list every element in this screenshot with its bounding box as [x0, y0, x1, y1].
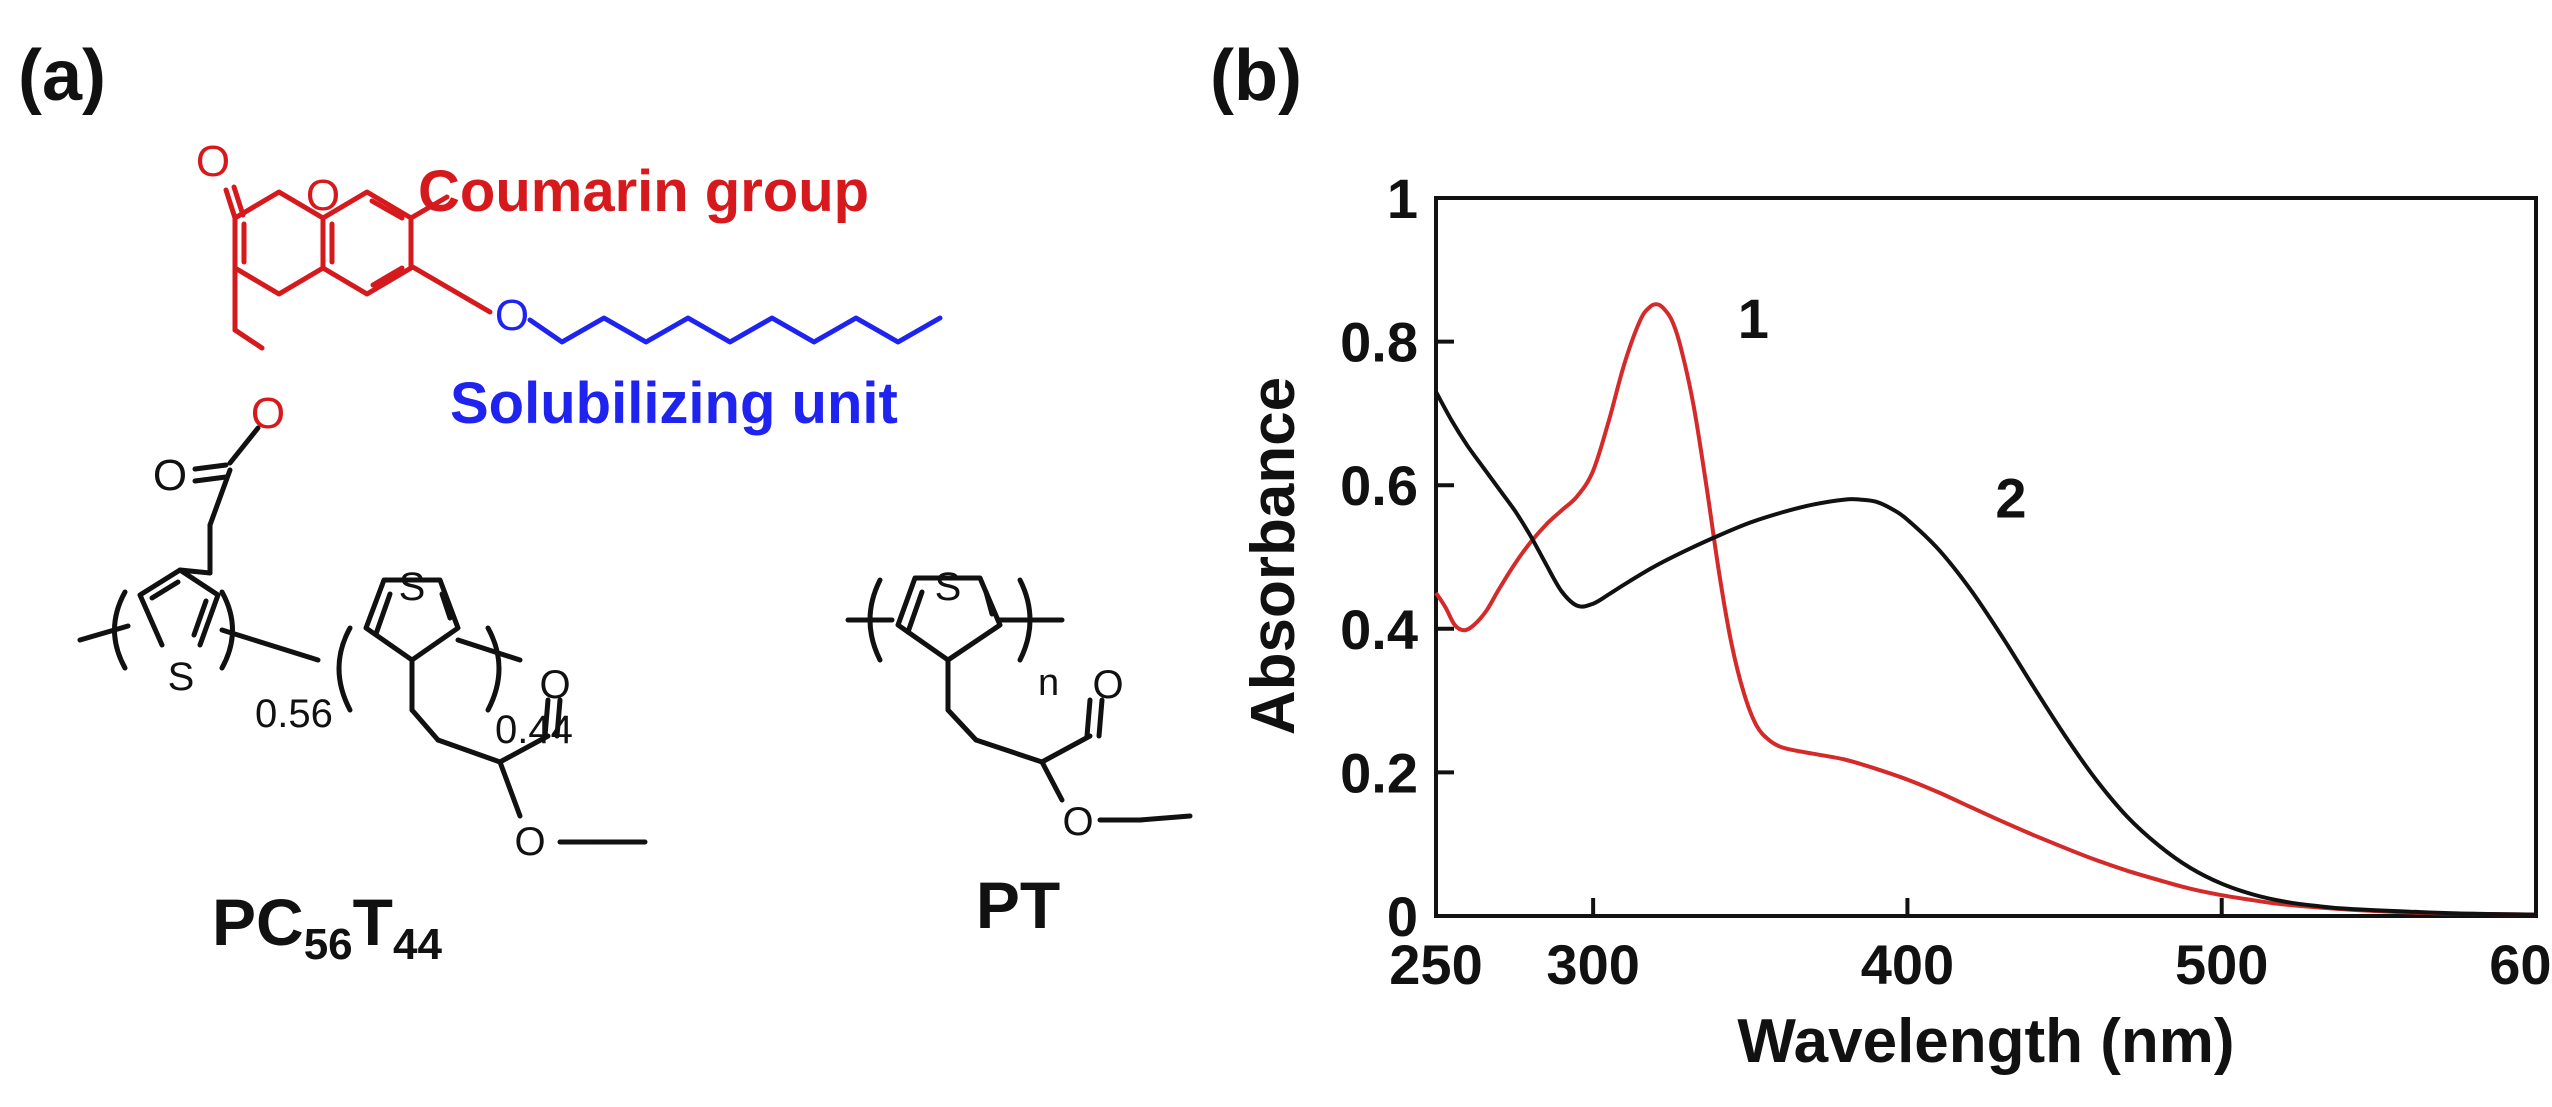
- x-tick-label: 250: [1389, 933, 1482, 996]
- pt-sulfur-atom: S: [935, 565, 962, 609]
- linker-carbonyl-oxygen: O: [153, 451, 187, 500]
- y-axis-ticks: 0 0.2 0.4 0.6 0.8 1: [1340, 167, 1454, 948]
- panel-b-label: (b): [1210, 36, 1302, 116]
- panel-a-label: (a): [18, 36, 106, 116]
- alkyl-chain: O: [408, 263, 943, 345]
- sulfur-atom-2: S: [399, 565, 426, 609]
- ester-linker: [192, 425, 261, 576]
- copolymer-name: PC56T44: [212, 885, 442, 969]
- copolymer-name-sub1: 56: [304, 920, 353, 969]
- y-tick-label: 0.8: [1340, 311, 1418, 374]
- copolymer-name-base1: PC: [212, 885, 304, 959]
- coumarin-group-label: Coumarin group: [418, 159, 869, 224]
- y-tick-label: 1: [1387, 167, 1418, 230]
- x-tick-label: 300: [1546, 933, 1639, 996]
- copolymer-name-base2: T: [353, 885, 393, 959]
- subscript-n: n: [1038, 662, 1059, 704]
- pt-structure: [845, 575, 1193, 823]
- y-tick-label: 0: [1387, 885, 1418, 948]
- x-tick-label: 600: [2489, 933, 2552, 996]
- coumarin-atoms: O O: [196, 137, 340, 220]
- copolymer-name-sub2: 44: [393, 920, 442, 969]
- homopolymer-name: PT: [976, 868, 1060, 942]
- y-tick-label: 0.6: [1340, 454, 1418, 517]
- ester-methoxy-oxygen-2: O: [514, 820, 545, 864]
- subscript-y: 0.44: [495, 708, 573, 752]
- curve-labels: 12: [1738, 287, 2027, 530]
- curve-label: 2: [1995, 467, 2026, 530]
- x-axis-label: Wavelength (nm): [1737, 1007, 2234, 1076]
- pt-carbonyl-oxygen: O: [1092, 663, 1123, 707]
- ester-carbonyl-oxygen-2: O: [539, 663, 570, 707]
- curve-label: 1: [1738, 287, 1769, 350]
- x-tick-label: 500: [2175, 933, 2268, 996]
- y-axis-label: Absorbance: [1239, 377, 1308, 735]
- ester-oxygen: O: [251, 389, 285, 438]
- y-tick-label: 0.4: [1340, 598, 1418, 661]
- y-tick-label: 0.2: [1340, 741, 1418, 804]
- pt-methoxy-oxygen: O: [1062, 800, 1093, 844]
- plot-frame: [1434, 196, 2538, 918]
- x-tick-label: 400: [1861, 933, 1954, 996]
- panel-b-chart: (b) 00.20.40.60.81 250300400500600 12 Ab…: [1210, 36, 2552, 1076]
- carbonyl-oxygen: O: [196, 137, 230, 186]
- thiophene-ring-2: [336, 577, 648, 845]
- subscript-x: 0.56: [255, 692, 333, 736]
- series-layer: [1434, 302, 2537, 917]
- ring-oxygen: O: [306, 171, 340, 220]
- ether-oxygen: O: [495, 291, 529, 340]
- thiophene-ring-1: [77, 567, 321, 671]
- coumarin-structure: [223, 184, 450, 351]
- x-axis-ticks: 250 300 400 500 600: [1389, 898, 2552, 996]
- series-line-2: [1434, 390, 2537, 917]
- panel-a-structures: (a) O O O Coumar: [18, 36, 1193, 969]
- solubilizing-unit-label: Solubilizing unit: [450, 371, 898, 436]
- sulfur-atom-1: S: [168, 655, 195, 699]
